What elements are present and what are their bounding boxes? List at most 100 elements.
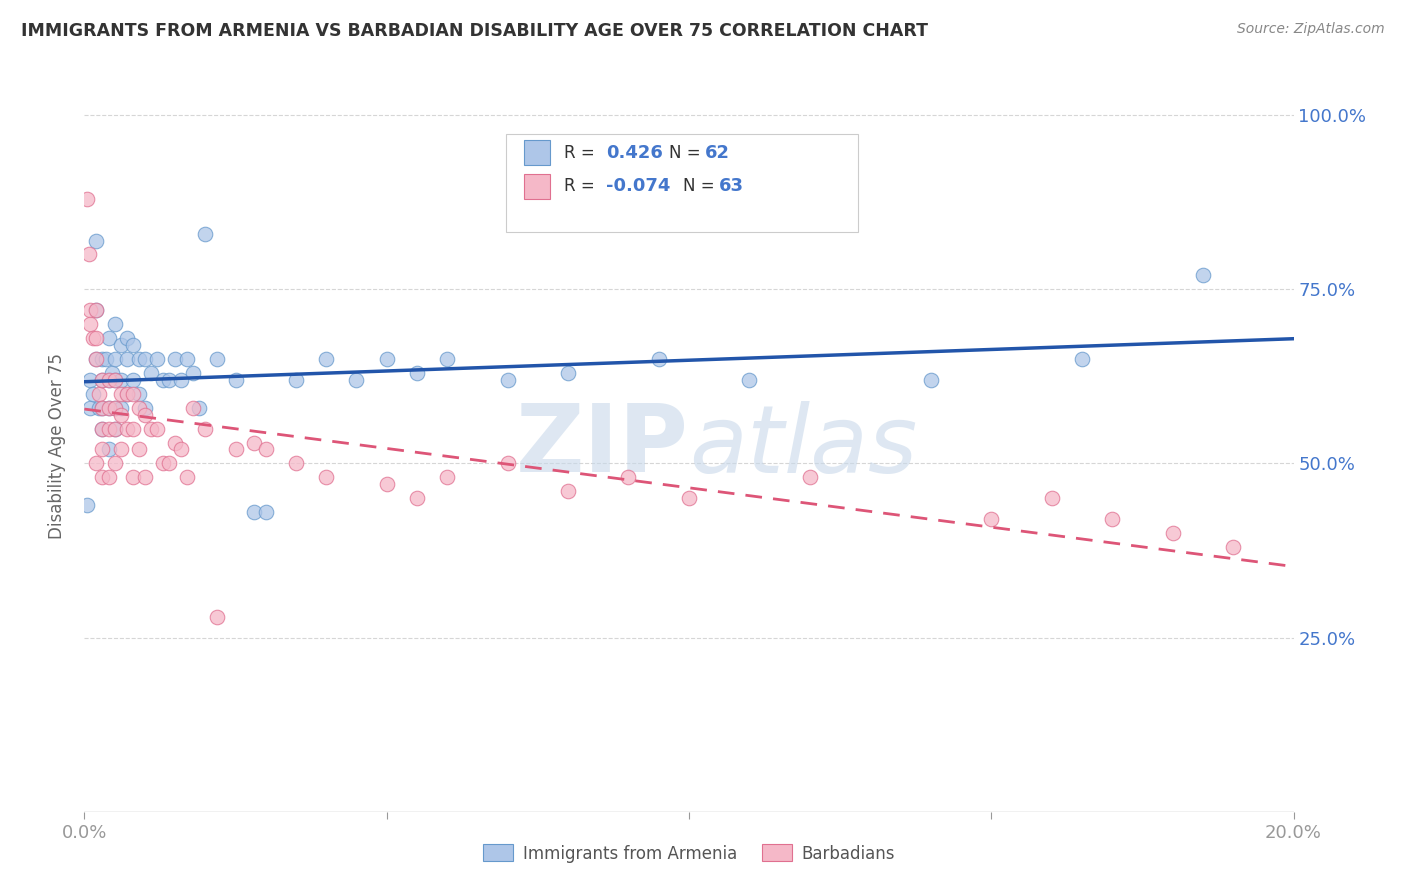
Point xyxy=(115,386,138,401)
Point xyxy=(97,442,120,457)
Point xyxy=(799,470,821,484)
Point xyxy=(146,351,169,366)
Point xyxy=(207,351,229,366)
Point xyxy=(375,477,398,491)
Point xyxy=(79,373,101,387)
Point xyxy=(115,421,138,435)
Point xyxy=(315,351,337,366)
Point xyxy=(1161,526,1184,541)
Text: atlas: atlas xyxy=(689,401,917,491)
Point xyxy=(104,317,127,331)
Point xyxy=(128,442,150,457)
Point xyxy=(82,386,104,401)
Point xyxy=(194,421,217,435)
Point xyxy=(134,470,156,484)
Point xyxy=(97,401,120,415)
Point xyxy=(82,331,104,345)
Point xyxy=(146,421,169,435)
Point xyxy=(1040,491,1063,506)
Point xyxy=(110,373,132,387)
Point xyxy=(86,351,108,366)
Point xyxy=(648,351,671,366)
Point xyxy=(86,234,108,248)
Point xyxy=(346,373,368,387)
Point xyxy=(254,505,277,519)
Point xyxy=(91,401,114,415)
Point xyxy=(254,442,277,457)
Point xyxy=(110,442,132,457)
Point xyxy=(194,227,217,241)
Point xyxy=(110,408,132,422)
Point xyxy=(91,401,114,415)
Point xyxy=(176,470,198,484)
Point xyxy=(242,435,264,450)
Point xyxy=(128,351,150,366)
Point xyxy=(79,303,101,318)
Y-axis label: Disability Age Over 75: Disability Age Over 75 xyxy=(48,353,66,539)
Point xyxy=(406,491,429,506)
Point xyxy=(165,435,187,450)
Point xyxy=(97,421,120,435)
Point xyxy=(76,498,98,512)
Point xyxy=(436,470,458,484)
Point xyxy=(76,192,98,206)
Point xyxy=(97,470,120,484)
Point xyxy=(207,609,229,624)
Point xyxy=(128,401,150,415)
Point xyxy=(121,386,143,401)
Point xyxy=(77,247,100,261)
Point xyxy=(128,386,150,401)
Point xyxy=(104,401,127,415)
Point xyxy=(86,303,108,318)
Point xyxy=(170,373,193,387)
Point xyxy=(86,331,108,345)
Point xyxy=(225,442,247,457)
Point xyxy=(115,386,138,401)
Point xyxy=(496,457,519,471)
Point xyxy=(94,351,117,366)
Point xyxy=(79,401,101,415)
Point xyxy=(1101,512,1123,526)
Text: Source: ZipAtlas.com: Source: ZipAtlas.com xyxy=(1237,22,1385,37)
Point xyxy=(557,366,579,380)
Point xyxy=(617,470,640,484)
Point xyxy=(86,351,108,366)
Point xyxy=(110,386,132,401)
Point xyxy=(121,470,143,484)
Point xyxy=(134,408,156,422)
Point xyxy=(152,457,174,471)
Point xyxy=(121,338,143,352)
Text: R =: R = xyxy=(564,144,600,161)
Point xyxy=(242,505,264,519)
Point xyxy=(91,470,114,484)
Text: N =: N = xyxy=(683,178,720,195)
Point xyxy=(134,401,156,415)
Point xyxy=(91,442,114,457)
Point xyxy=(170,442,193,457)
Point xyxy=(104,457,127,471)
Text: 62: 62 xyxy=(704,144,730,161)
Point xyxy=(285,373,308,387)
Text: 63: 63 xyxy=(718,178,744,195)
Point xyxy=(375,351,398,366)
Point xyxy=(97,401,120,415)
Point xyxy=(980,512,1002,526)
Point xyxy=(86,457,108,471)
Point xyxy=(91,373,114,387)
Point xyxy=(97,331,120,345)
Point xyxy=(91,373,114,387)
Point xyxy=(86,303,108,318)
Text: 0.426: 0.426 xyxy=(606,144,662,161)
Point xyxy=(1222,540,1244,554)
Point xyxy=(139,421,162,435)
Point xyxy=(738,373,761,387)
Point xyxy=(121,373,143,387)
Point xyxy=(104,401,127,415)
Point xyxy=(436,351,458,366)
Point xyxy=(97,373,120,387)
Point xyxy=(678,491,700,506)
Point xyxy=(176,351,198,366)
Point xyxy=(315,470,337,484)
Legend: Immigrants from Armenia, Barbadians: Immigrants from Armenia, Barbadians xyxy=(475,838,903,869)
Point xyxy=(110,401,132,415)
